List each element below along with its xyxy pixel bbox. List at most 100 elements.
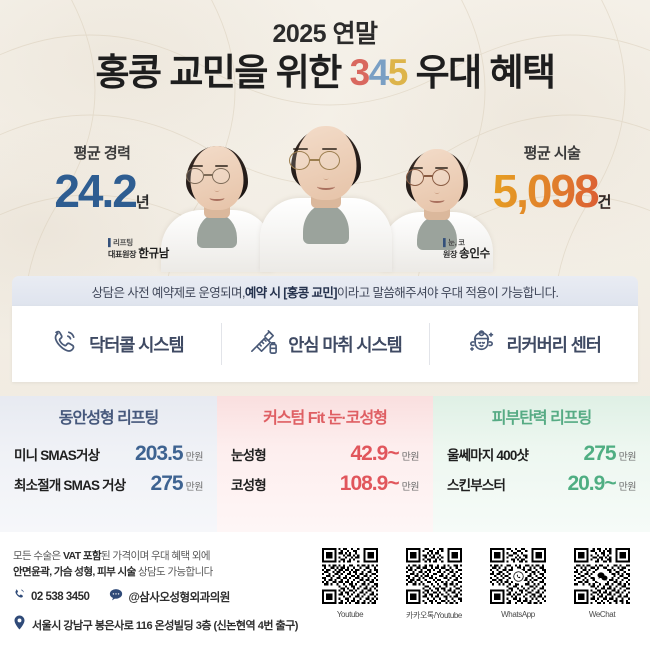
pricing-column-eye-nose: 커스텀 Fit 눈·코성형 눈성형 42.9~ 만원 코성형 108.9~ 만원 <box>217 396 433 532</box>
doctor-1-name: 한규남 <box>138 248 170 261</box>
stat-right-value-row: 5,098건 <box>462 168 642 214</box>
qr-code-label: WhatsApp <box>501 610 535 619</box>
footer-address-row: 서울시 강남구 봉은사로 116 온성빌딩 3층 (신논현역 4번 출구) <box>13 615 313 635</box>
doctor-3-role: 원장 <box>443 250 458 260</box>
footer-address: 서울시 강남구 봉은사로 116 온성빌딩 3층 (신논현역 4번 출구) <box>32 619 298 632</box>
hero-section: 2025 연말 홍콩 교민을 위한 345 우대 혜택 <box>0 0 650 272</box>
price-row: 스킨부스터 20.9~ 만원 <box>433 472 650 502</box>
footer-sns-handle: @삼사오성형외과의원 <box>128 591 230 604</box>
doctor-nametag-1: ▌리프팅 대표원장 한규남 <box>108 238 169 262</box>
doctor-photo-1 <box>158 120 276 272</box>
qr-code-image <box>572 546 632 606</box>
doctor-1-name-row: 대표원장 한규남 <box>108 247 169 261</box>
headline-digit-5: 5 <box>387 52 409 93</box>
price-row: 울쎄마지 400샷 275 만원 <box>433 442 650 472</box>
qr-code-image <box>488 546 548 606</box>
pricing-column-2-title: 커스텀 Fit 눈·코성형 <box>263 410 388 427</box>
footer-phone-group[interactable]: 02 538 3450 <box>13 588 90 606</box>
price-value-group: 275 만원 <box>150 472 204 496</box>
doctor-3-name: 송인수 <box>459 248 490 261</box>
qr-code-youtube[interactable]: Youtube <box>312 546 388 621</box>
feature-card-anesthesia[interactable]: 안심 마취 시스템 <box>220 306 430 382</box>
qr-code-row: Youtube <box>312 546 644 621</box>
feature-card-recovery[interactable]: 리커버리 센터 <box>429 306 638 382</box>
doctor-photo-3 <box>378 122 496 272</box>
notice-text-pre: 상담은 사전 예약제로 운영되며, <box>91 285 246 300</box>
qr-code-wechat[interactable]: WeChat <box>564 546 640 621</box>
doctor-photo-2 <box>258 96 394 272</box>
stat-left-unit: 년 <box>135 194 150 211</box>
price-row: 코성형 108.9~ 만원 <box>217 472 433 502</box>
price-unit: 만원 <box>185 482 204 493</box>
hero-headline-main: 홍콩 교민을 위한 345 우대 혜택 <box>0 42 650 96</box>
footer-note-1-pre: 모든 수술은 <box>13 550 63 562</box>
footer-sns-group[interactable]: @삼사오성형외과의원 <box>109 588 230 606</box>
nametag-bar-icon: ▌ <box>108 238 114 247</box>
stat-right-value: 5,098 <box>492 165 598 217</box>
stat-average-career: 평균 경력 24.2년 <box>22 142 182 214</box>
qr-code-image <box>320 546 380 606</box>
reservation-notice-bar: 상담은 사전 예약제로 운영되며, 예약 시 [홍콩 교민] 이라고 말씀해주셔야… <box>12 276 638 306</box>
price-row: 눈성형 42.9~ 만원 <box>217 442 433 472</box>
headline-suffix: 우대 혜택 <box>406 52 556 93</box>
feature-card-doctor-call[interactable]: 닥터콜 시스템 <box>12 306 221 382</box>
price-unit: 만원 <box>618 482 637 493</box>
notice-text-post: 이라고 말씀해주셔야 우대 적용이 가능합니다. <box>336 285 559 300</box>
hero-headline-year: 2025 연말 <box>272 20 378 48</box>
feature-card-anesthesia-label: 안심 마취 시스템 <box>288 334 402 355</box>
qr-code-label: WeChat <box>588 610 616 619</box>
stat-right-caption: 평균 시술 <box>523 145 581 162</box>
pricing-column-1-title: 동안성형 리프팅 <box>58 410 160 427</box>
doctors-photo-group <box>150 96 500 272</box>
price-unit: 만원 <box>401 452 420 463</box>
doctor-1-role: 대표원장 <box>108 250 137 260</box>
syringe-icon <box>248 326 279 362</box>
location-pin-icon <box>13 615 26 635</box>
price-row: 미니 SMAS거상 203.5 만원 <box>0 442 217 472</box>
pricing-column-1-rows: 미니 SMAS거상 203.5 만원 최소절개 SMAS 거상 275 만원 <box>0 436 217 502</box>
price-value: 108.9~ <box>339 472 400 495</box>
footer-contacts-row: 02 538 3450 @삼사오성형외과의원 <box>13 588 313 606</box>
footer-note-line-2: 안면윤곽, 가슴 성형, 피부 시술 상담도 가능합니다 <box>13 564 313 580</box>
qr-code-whatsapp[interactable]: WhatsApp <box>480 546 556 621</box>
feature-cards: 닥터콜 시스템 안심 마취 시스템 <box>12 306 638 382</box>
doctor-1-specialty: 리프팅 <box>113 238 133 247</box>
price-value-group: 20.9~ 만원 <box>567 472 636 496</box>
price-item-name: 울쎄마지 400샷 <box>447 448 529 463</box>
price-unit: 만원 <box>185 452 204 463</box>
price-value: 275 <box>150 472 184 495</box>
feature-card-doctor-call-label: 닥터콜 시스템 <box>89 334 184 355</box>
phone-icon <box>13 588 26 606</box>
price-item-name: 스킨부스터 <box>447 478 506 493</box>
price-item-name: 미니 SMAS거상 <box>14 448 100 463</box>
pricing-column-lifting: 동안성형 리프팅 미니 SMAS거상 203.5 만원 최소절개 SMAS 거상… <box>0 396 217 532</box>
doctor-nametag-3: ▌눈, 코 원장 송인수 <box>443 238 490 262</box>
footer-note-2-bold: 안면윤곽, 가슴 성형, 피부 시술 <box>13 566 136 579</box>
doctor-3-specialty-row: ▌눈, 코 <box>443 238 490 247</box>
phone-call-icon <box>49 326 80 362</box>
pricing-table: 동안성형 리프팅 미니 SMAS거상 203.5 만원 최소절개 SMAS 거상… <box>0 396 650 532</box>
recovery-face-icon <box>466 326 497 362</box>
price-unit: 만원 <box>401 482 420 493</box>
footer-note-2-post: 상담도 가능합니다 <box>135 566 213 579</box>
stat-average-procedures: 평균 시술 5,098건 <box>462 142 642 214</box>
headline-digit-3: 3 <box>349 52 371 93</box>
headline-prefix: 홍콩 교민을 위한 <box>95 52 350 93</box>
price-value: 275 <box>583 442 617 465</box>
price-value-group: 108.9~ 만원 <box>339 472 420 496</box>
footer-section: 모든 수술은 VAT 포함된 가격이며 우대 혜택 외에 안면윤곽, 가슴 성형… <box>0 532 650 645</box>
qr-code-label: Youtube <box>336 610 364 619</box>
pricing-column-skin-elasticity: 피부탄력 리프팅 울쎄마지 400샷 275 만원 스킨부스터 20.9~ 만원 <box>433 396 650 532</box>
price-value: 20.9~ <box>567 472 616 495</box>
qr-code-kakao-youtube[interactable]: 카카오톡/Youtube <box>396 546 472 621</box>
doctor-3-name-row: 원장 송인수 <box>443 247 490 261</box>
pricing-column-3-rows: 울쎄마지 400샷 275 만원 스킨부스터 20.9~ 만원 <box>433 436 650 502</box>
price-value-group: 42.9~ 만원 <box>350 442 419 466</box>
qr-code-label: 카카오톡/Youtube <box>406 611 462 620</box>
stat-left-value: 24.2 <box>54 165 138 217</box>
pricing-column-3-title: 피부탄력 리프팅 <box>491 410 593 427</box>
pricing-column-2-rows: 눈성형 42.9~ 만원 코성형 108.9~ 만원 <box>217 436 433 502</box>
doctor-1-specialty-row: ▌리프팅 <box>108 238 169 247</box>
footer-note-line-1: 모든 수술은 VAT 포함된 가격이며 우대 혜택 외에 <box>13 548 313 564</box>
notice-text-bold: 예약 시 [홍콩 교민] <box>244 285 338 300</box>
